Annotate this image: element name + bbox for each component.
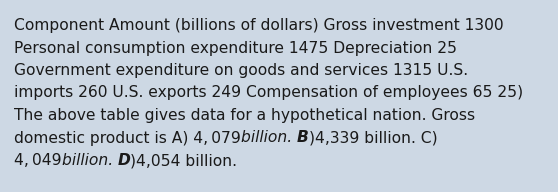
- Text: D: D: [118, 153, 131, 168]
- Text: domestic product is A) 4, 079: domestic product is A) 4, 079: [14, 131, 241, 146]
- Text: )4,339 billion. C): )4,339 billion. C): [309, 131, 437, 146]
- Text: B: B: [297, 131, 309, 146]
- Text: Component Amount (billions of dollars) Gross investment 1300: Component Amount (billions of dollars) G…: [14, 18, 504, 33]
- Text: billion.: billion.: [241, 131, 297, 146]
- Text: Personal consumption expenditure 1475 Depreciation 25: Personal consumption expenditure 1475 De…: [14, 41, 457, 55]
- Text: Government expenditure on goods and services 1315 U.S.: Government expenditure on goods and serv…: [14, 63, 468, 78]
- Text: 4, 049: 4, 049: [14, 153, 61, 168]
- Text: The above table gives data for a hypothetical nation. Gross: The above table gives data for a hypothe…: [14, 108, 475, 123]
- Text: billion.: billion.: [61, 153, 118, 168]
- Text: imports 260 U.S. exports 249 Compensation of employees 65 25): imports 260 U.S. exports 249 Compensatio…: [14, 85, 523, 100]
- Text: )4,054 billion.: )4,054 billion.: [131, 153, 238, 168]
